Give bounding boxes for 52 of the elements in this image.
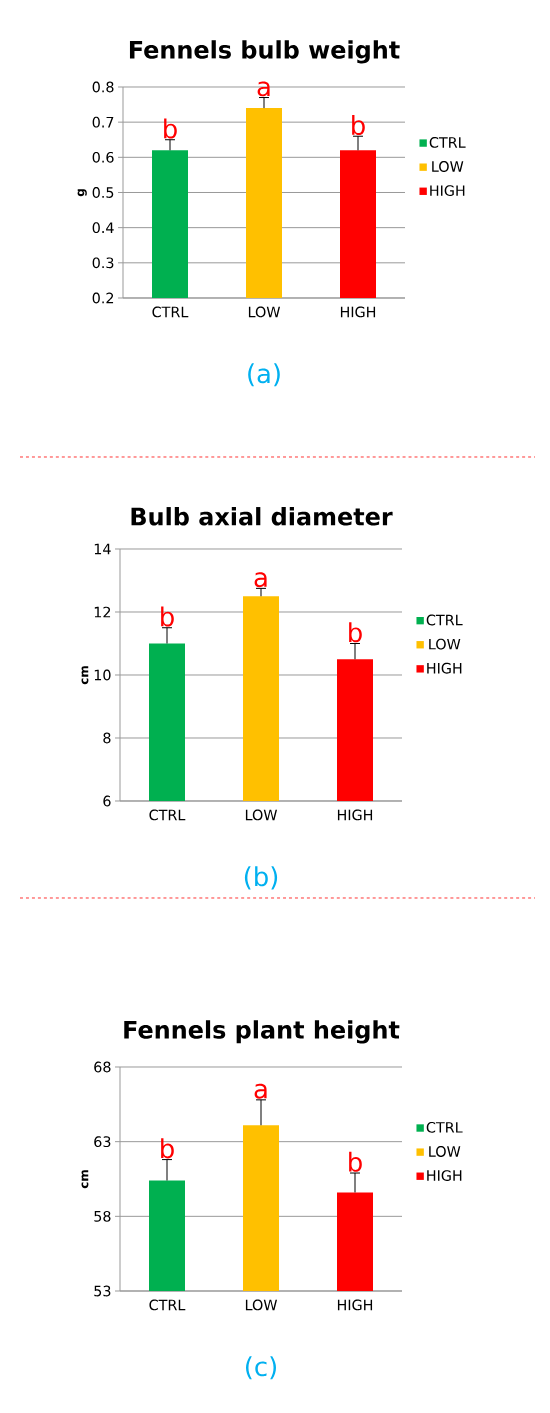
y-tick-label: 0.6 [92, 151, 114, 163]
y-tick-label: 12 [94, 606, 111, 618]
x-tick-label: HIGH [337, 809, 373, 821]
x-tick-label: CTRL [149, 809, 186, 821]
x-tick-label: CTRL [149, 1299, 186, 1311]
chart-title: Fennels plant height [124, 1020, 400, 1044]
y-axis-title: cm [81, 666, 89, 685]
y-tick-label: 8 [103, 732, 111, 744]
legend-label: LOW [429, 638, 461, 650]
y-tick-label: 0.5 [92, 187, 114, 198]
y-tick-label: 0.8 [92, 81, 114, 93]
y-tick-label: 10 [94, 669, 111, 681]
annotation: b [161, 1138, 174, 1159]
annotation: b [349, 622, 362, 643]
legend-label: HIGH [427, 662, 462, 674]
y-tick-label: 63 [94, 1136, 111, 1148]
x-tick-label: LOW [245, 809, 278, 821]
legend-label: HIGH [430, 185, 465, 197]
y-axis-title: g [77, 189, 87, 197]
y-tick-label: 14 [94, 543, 111, 555]
y-tick-label: 0.7 [92, 116, 114, 128]
legend-label: CTRL [426, 614, 463, 626]
annotation: b [349, 1151, 362, 1172]
annotation: b [352, 114, 365, 136]
y-axis-title: cm [81, 1170, 89, 1189]
x-tick-label: LOW [245, 1299, 278, 1311]
annotation: a [254, 572, 267, 588]
x-tick-label: HIGH [337, 1299, 373, 1311]
legend-label: HIGH [427, 1170, 462, 1181]
annotation: a [257, 81, 270, 97]
legend-label: LOW [432, 161, 464, 172]
legend-label: CTRL [426, 1121, 463, 1133]
y-tick-label: 6 [103, 795, 111, 807]
text: (c) [245, 1356, 276, 1380]
y-tick-label: 58 [94, 1210, 111, 1222]
annotation: a [254, 1083, 267, 1099]
x-tick-label: LOW [248, 306, 281, 318]
annotation: b [164, 118, 177, 139]
text: (a) [248, 363, 280, 387]
x-tick-label: HIGH [340, 306, 376, 318]
text: (b) [244, 866, 278, 890]
y-tick-label: 53 [94, 1285, 111, 1297]
y-tick-label: 0.3 [92, 257, 114, 269]
legend-label: LOW [429, 1146, 461, 1157]
y-tick-label: 68 [94, 1061, 111, 1073]
chart-title: Fennels bulb weight [129, 40, 400, 64]
y-tick-label: 0.4 [92, 222, 114, 234]
legend-label: CTRL [429, 137, 466, 148]
chart-title: Bulb axial diameter [131, 507, 393, 526]
y-tick-label: 0.2 [92, 292, 114, 304]
x-tick-label: CTRL [152, 306, 189, 318]
annotation: b [161, 606, 174, 627]
